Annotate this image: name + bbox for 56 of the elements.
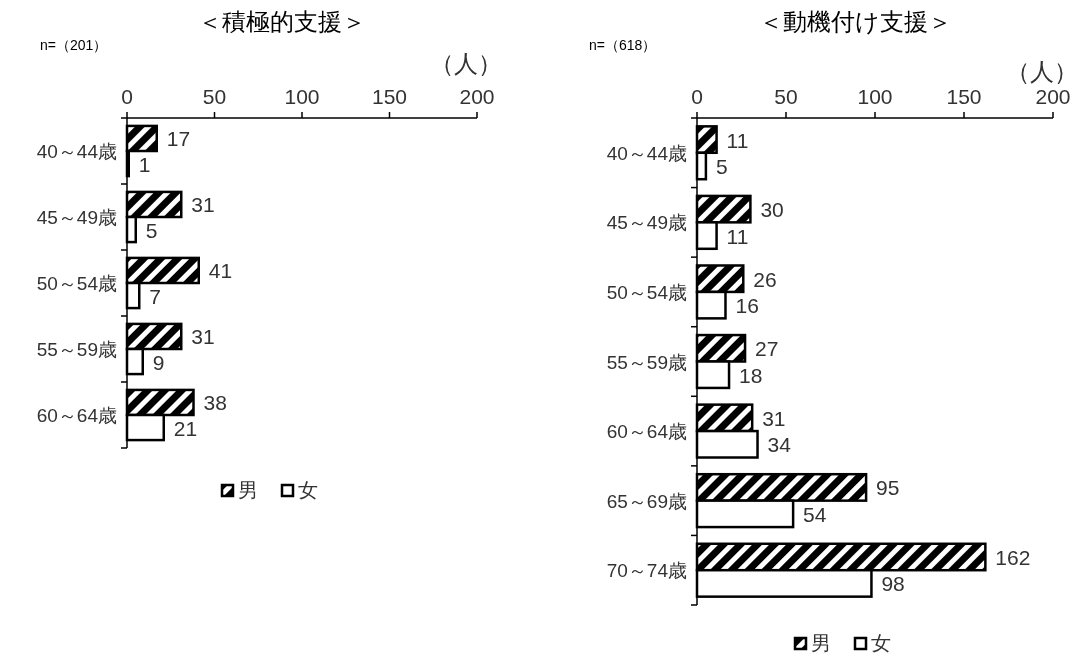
- y-tick-label: 65～69歳: [606, 490, 687, 512]
- x-tick-label: 50: [202, 85, 227, 108]
- data-label: 27: [755, 337, 779, 361]
- y-tick-label: 40～44歳: [606, 142, 687, 164]
- y-tick-label: 45～49歳: [606, 212, 687, 234]
- y-tick-label: 45～49歳: [36, 207, 117, 228]
- data-label: 18: [739, 363, 763, 387]
- data-label: 31: [191, 193, 215, 217]
- x-tick-label: 100: [857, 85, 893, 108]
- legend-label: 男: [811, 632, 831, 654]
- data-label: 11: [726, 224, 749, 248]
- text: n=（201）: [40, 37, 108, 53]
- x-tick-label: 200: [459, 85, 495, 108]
- x-tick-label: 50: [774, 85, 798, 108]
- x-tick-label: 100: [284, 85, 320, 108]
- data-label: 26: [753, 267, 777, 291]
- data-label: 95: [876, 476, 900, 500]
- data-label: 54: [803, 502, 827, 526]
- y-tick-label: 60～64歳: [36, 405, 117, 426]
- y-tick-label: 50～54歳: [36, 273, 117, 294]
- data-label: 9: [152, 350, 165, 374]
- legend-label: 女: [871, 632, 891, 654]
- chart-title: ＜動機付け支援＞: [758, 8, 952, 35]
- y-tick-label: 55～59歳: [36, 339, 117, 360]
- data-label: 38: [203, 391, 227, 415]
- data-label: 17: [166, 127, 191, 151]
- y-tick-label: 70～74歳: [606, 560, 687, 582]
- data-label: 31: [191, 325, 215, 349]
- x-tick-label: 150: [371, 85, 408, 108]
- legend-label: 女: [298, 479, 318, 501]
- data-label: 30: [760, 198, 784, 222]
- x-axis-title: （人）: [430, 50, 502, 77]
- x-tick-label: 150: [946, 85, 982, 108]
- text: n=（618）: [589, 37, 657, 53]
- y-tick-label: 50～54歳: [606, 281, 687, 303]
- data-label: 16: [735, 294, 759, 318]
- chart-title: ＜積極的支援＞: [198, 8, 366, 35]
- y-tick-label: 60～64歳: [606, 421, 687, 443]
- data-label: 41: [208, 259, 233, 283]
- data-label: 5: [715, 155, 728, 178]
- y-tick-label: 55～59歳: [606, 351, 687, 373]
- x-tick-label: 200: [1035, 85, 1071, 108]
- x-tick-label: 0: [691, 85, 703, 108]
- legend-label: 男: [238, 479, 258, 501]
- x-axis-title: （人）: [1006, 58, 1078, 85]
- data-label: 21: [173, 416, 198, 440]
- data-label: 31: [762, 406, 786, 430]
- data-label: 11: [726, 128, 749, 152]
- y-tick-label: 40～44歳: [36, 141, 117, 162]
- data-label: 98: [881, 572, 905, 596]
- data-label: 1: [138, 152, 151, 176]
- data-label: 7: [149, 284, 161, 308]
- data-label: 5: [145, 218, 158, 242]
- x-tick-label: 0: [121, 85, 133, 108]
- data-label: 162: [995, 546, 1031, 569]
- data-label: 34: [767, 433, 792, 457]
